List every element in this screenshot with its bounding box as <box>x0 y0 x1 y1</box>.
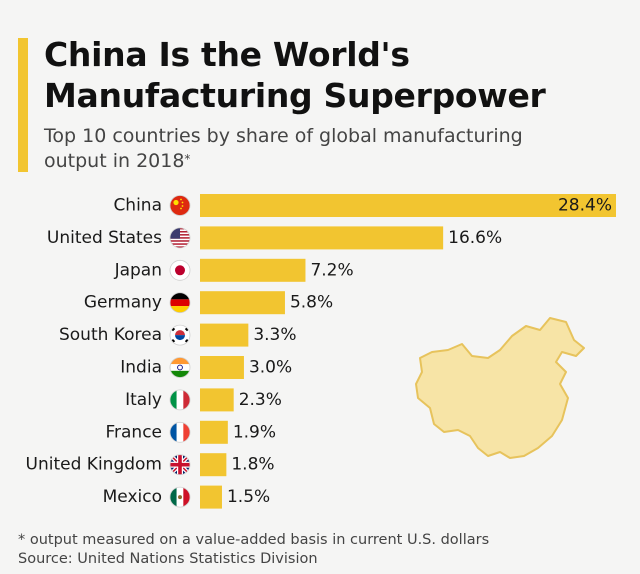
subtitle-line-2-text: output in 2018 <box>44 150 185 172</box>
category-label: France <box>105 422 162 442</box>
category-label: China <box>113 196 162 216</box>
bar-row: China 28.4% <box>113 194 616 217</box>
japan-flag-icon <box>169 259 191 281</box>
bar <box>200 194 616 217</box>
germany-flag-icon <box>169 292 191 314</box>
category-label: Germany <box>84 293 162 313</box>
bar <box>200 485 222 509</box>
value-label: 7.2% <box>310 260 353 280</box>
bar-row: Italy 2.3% <box>125 388 282 412</box>
subtitle-line-1: Top 10 countries by share of global manu… <box>44 125 523 147</box>
bar-row: India 3.0% <box>120 356 292 379</box>
value-label: 16.6% <box>448 228 502 248</box>
category-label: Italy <box>125 390 162 410</box>
china-flag-icon <box>169 195 191 216</box>
bar-row: United States 16.6% <box>47 226 502 250</box>
bar <box>200 323 249 347</box>
bar <box>200 291 285 315</box>
chart-title: China Is the World's Manufacturing Super… <box>44 34 624 116</box>
chart-subtitle: Top 10 countries by share of global manu… <box>44 124 604 174</box>
bar <box>200 420 228 444</box>
bar <box>200 356 244 379</box>
bar <box>200 388 234 412</box>
bar <box>200 226 444 250</box>
india-flag-icon <box>169 357 191 378</box>
usa-flag-icon <box>169 227 191 249</box>
source-credit: Source: United Nations Statistics Divisi… <box>18 551 318 567</box>
value-label: 28.4% <box>558 196 612 216</box>
value-label: 1.8% <box>231 455 274 475</box>
value-label: 3.0% <box>249 358 292 378</box>
category-label: United Kingdom <box>26 455 162 475</box>
category-label: Mexico <box>103 487 162 507</box>
value-label: 5.8% <box>290 293 333 313</box>
italy-flag-icon <box>169 389 191 411</box>
bar-row: South Korea 3.3% <box>59 323 297 347</box>
value-label: 2.3% <box>239 390 282 410</box>
bar-row: France 1.9% <box>105 420 276 444</box>
footnote: * output measured on a value-added basis… <box>18 532 490 548</box>
bar-row: United Kingdom 1.8% <box>26 453 275 477</box>
title-line-2: Manufacturing Superpower <box>44 76 546 115</box>
bar-row: Japan 7.2% <box>114 258 354 282</box>
category-label: South Korea <box>59 325 162 345</box>
value-label: 1.5% <box>227 487 270 507</box>
subtitle-line-2: output in 2018* <box>44 149 604 174</box>
subtitle-footnote-mark: * <box>184 152 191 166</box>
category-label: United States <box>47 228 162 248</box>
bar <box>200 453 227 477</box>
france-flag-icon <box>169 421 191 443</box>
title-line-1: China Is the World's <box>44 35 410 74</box>
south-korea-flag-icon <box>169 324 191 346</box>
bar-row: Mexico 1.5% <box>103 485 270 509</box>
category-label: India <box>120 358 162 378</box>
china-map-icon <box>415 317 585 459</box>
mexico-flag-icon <box>169 486 191 508</box>
category-label: Japan <box>114 260 162 280</box>
value-label: 1.9% <box>233 422 276 442</box>
uk-flag-icon <box>169 454 191 476</box>
accent-bar <box>18 38 28 172</box>
bar-row: Germany 5.8% <box>84 291 333 315</box>
value-label: 3.3% <box>253 325 296 345</box>
bar <box>200 258 306 282</box>
